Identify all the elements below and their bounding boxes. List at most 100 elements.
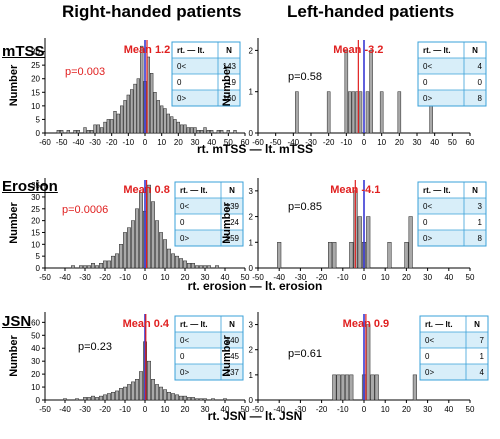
panel0-bar <box>156 100 161 134</box>
panel4-bar <box>87 397 91 401</box>
row-x-label: rt. erosion — lt. erosion <box>188 279 323 293</box>
panel1-x-tick-label: -60 <box>252 138 264 147</box>
panel2-x-tick-label: -30 <box>79 273 91 282</box>
panel1-table-band <box>418 58 486 74</box>
panel0-bar <box>203 127 207 134</box>
panel5-x-tick-label: 30 <box>423 405 432 414</box>
row-label-mtss: mTSS <box>2 43 45 60</box>
panel4-y-tick-label: 10 <box>31 383 40 392</box>
panel3-y-tick-label: 1 <box>249 238 254 247</box>
panel0-pvalue: p=0.003 <box>65 66 105 78</box>
panel1-bar <box>379 91 384 134</box>
panel2-bar <box>151 201 155 269</box>
panel2-table-cell-n: 24 <box>230 218 239 227</box>
panel4-bar <box>75 398 79 401</box>
panel0-bar <box>220 130 224 134</box>
panel2-bar <box>83 265 87 269</box>
panel1-x-tick-label: -10 <box>341 138 353 147</box>
panel4-table-cell-diff: 0> <box>180 368 189 377</box>
panel0-bar <box>186 127 191 134</box>
panel1-bar <box>326 91 331 134</box>
panel2-mean-label: Mean 0.8 <box>123 184 169 196</box>
panel3-y-tick-label: 2 <box>249 213 254 222</box>
panel2-x-tick-label: 50 <box>241 273 250 282</box>
panel3-y-label: Number <box>221 202 233 244</box>
panel3-bar <box>387 242 392 269</box>
panel4-pvalue: p=0.23 <box>78 341 112 353</box>
panel2-bar <box>199 265 203 269</box>
panel0-bar <box>60 130 64 134</box>
panel4-bar <box>163 389 167 401</box>
panel3-x-tick-label: -50 <box>252 273 264 282</box>
panel0-bar <box>73 130 77 134</box>
panel5-bar <box>374 374 379 401</box>
panel1-bar <box>344 50 349 134</box>
panel1-y-tick-label: 2 <box>249 46 254 55</box>
panel0-x-tick-label: -20 <box>106 138 118 147</box>
panel4-table-header-diff: rt. — lt. <box>180 320 208 329</box>
panel5-x-tick-label: 20 <box>402 405 411 414</box>
header-left-handed: Left-handed patients <box>287 2 455 21</box>
panel0-bar <box>83 127 87 134</box>
panel2-y-tick-label: 15 <box>31 228 40 237</box>
panel4-table-header-n: N <box>229 320 235 329</box>
panel0-table-cell-n: 143 <box>223 62 237 71</box>
panel4-table-cell-diff: 0< <box>180 336 189 345</box>
panel3-table-cell-n: 3 <box>478 202 483 211</box>
panel0-bar <box>110 119 114 134</box>
panel1-table-header-n: N <box>472 46 478 55</box>
panel4-x-tick-label: 0 <box>143 405 148 414</box>
panel1-bar <box>351 91 356 134</box>
panel2-bar <box>127 227 131 269</box>
panel5-x-tick-label: -10 <box>337 405 349 414</box>
panel1-x-tick-label: 40 <box>430 138 439 147</box>
panel0-mean-label: Mean 1.2 <box>124 44 170 56</box>
panel3-y-tick-label: 3 <box>249 187 254 196</box>
panel0-y-label: Number <box>8 64 20 106</box>
panel0-bar <box>166 113 171 134</box>
panel1-table-cell-diff: 0 <box>423 78 428 87</box>
panel3-table-header-diff: rt. — lt. <box>423 186 451 195</box>
panel5-bar <box>349 374 354 401</box>
panel4-table-cell-n: 140 <box>226 336 240 345</box>
panel3-bar <box>357 216 362 269</box>
panel3-x-tick-label: -20 <box>316 273 328 282</box>
panel4-table-cell-n: 45 <box>230 352 239 361</box>
panel4-bar <box>91 395 95 401</box>
panel0-bar <box>176 121 181 134</box>
panel2-bar <box>131 220 135 269</box>
panel3-table-cell-diff: 0< <box>423 202 432 211</box>
panel2-table-cell-diff: 0< <box>180 202 189 211</box>
panel1-x-tick-label: 20 <box>395 138 404 147</box>
panel4-mean-label: Mean 0.4 <box>123 318 170 330</box>
panel0-table-cell-diff: 0< <box>177 62 186 71</box>
panel5-y-tick-label: 1 <box>249 371 254 380</box>
panel3-x-tick-label: 40 <box>444 273 453 282</box>
panel0-x-tick-label: -60 <box>39 138 51 147</box>
panel1-bar <box>365 91 370 134</box>
panel1-x-tick-label: 50 <box>448 138 457 147</box>
panel0-bar <box>190 127 194 134</box>
panel4-bar <box>183 395 187 401</box>
panel4-bar <box>115 390 119 401</box>
panel2-bar <box>155 220 159 269</box>
panel4-bar <box>159 386 163 401</box>
panel4-table-band <box>175 332 243 348</box>
header-right-handed: Right-handed patients <box>62 2 242 21</box>
panel0-x-tick-label: -40 <box>73 138 85 147</box>
panel5-table-cell-n: 7 <box>480 336 485 345</box>
panel4-bar <box>103 394 107 401</box>
panel2-bar <box>187 263 191 269</box>
panel0-bar <box>113 111 117 134</box>
panel1-bar <box>369 50 373 134</box>
panel3-table-band <box>418 230 486 246</box>
panel1-x-tick-label: -50 <box>270 138 282 147</box>
panel1-x-tick-label: -20 <box>323 138 335 147</box>
panel2-bar <box>111 255 115 269</box>
panel0-y-tick-label: 10 <box>31 102 40 111</box>
panel5-x-tick-label: -40 <box>273 405 285 414</box>
panel4-bar <box>123 386 127 401</box>
panel0-bar <box>193 127 197 134</box>
panel5-bar <box>344 374 350 401</box>
